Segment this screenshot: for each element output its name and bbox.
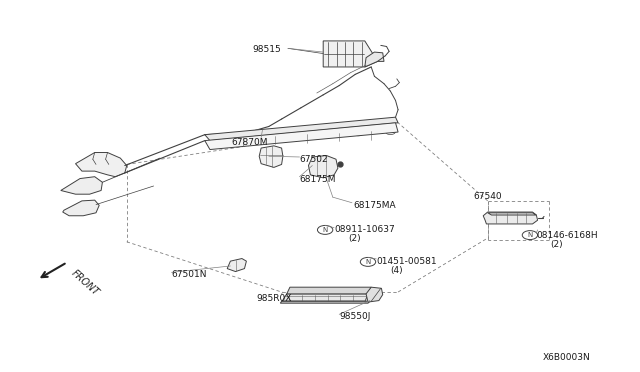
Polygon shape [280,301,370,303]
Text: 985R0X: 985R0X [256,294,291,303]
Polygon shape [227,259,246,272]
Polygon shape [205,123,398,150]
Text: (2): (2) [550,240,563,248]
Text: FRONT: FRONT [69,268,100,298]
Polygon shape [483,212,538,224]
Polygon shape [323,41,378,67]
Text: 98515: 98515 [253,45,282,54]
Text: 67502: 67502 [300,155,328,164]
Text: N: N [365,259,371,265]
Polygon shape [205,117,398,141]
Polygon shape [308,155,338,178]
Polygon shape [287,287,371,294]
Text: 67540: 67540 [474,192,502,201]
Text: 08146-6168H: 08146-6168H [536,231,598,240]
Text: 67870M: 67870M [232,138,268,147]
Polygon shape [366,287,383,302]
Text: N: N [527,232,532,238]
Polygon shape [259,146,283,167]
Text: X6B0003N: X6B0003N [543,353,591,362]
Polygon shape [63,200,99,216]
Polygon shape [61,177,102,194]
Polygon shape [282,294,368,302]
Polygon shape [488,213,536,215]
Text: 01451-00581: 01451-00581 [376,257,437,266]
Text: 68175M: 68175M [300,175,336,184]
Text: 68175MA: 68175MA [353,201,396,210]
Text: (2): (2) [348,234,361,243]
Text: N: N [323,227,328,233]
Text: 08911-10637: 08911-10637 [334,225,395,234]
Polygon shape [365,52,384,67]
Text: 67501N: 67501N [172,270,207,279]
Polygon shape [76,153,127,177]
Text: (4): (4) [390,266,403,275]
Text: 98550J: 98550J [339,312,371,321]
